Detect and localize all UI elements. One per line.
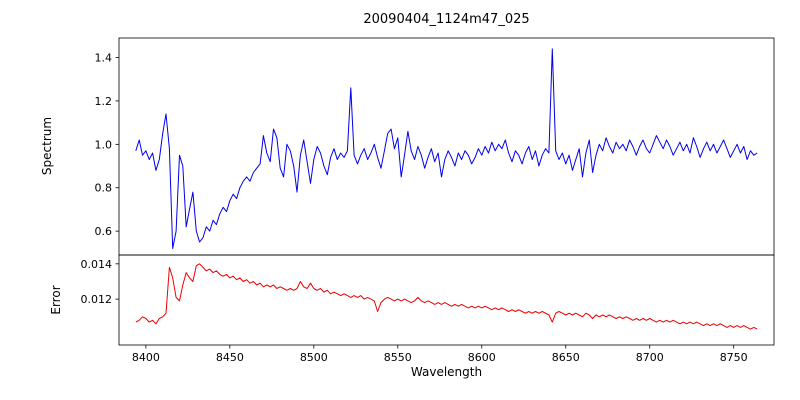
y-tick-label: 0.014: [81, 258, 113, 271]
y-tick-label: 0.012: [81, 293, 113, 306]
x-tick-label: 8550: [384, 351, 412, 364]
x-axis-label: Wavelength: [410, 365, 483, 379]
y-tick-label: 1.2: [95, 95, 113, 108]
panel-border: [118, 254, 775, 346]
panel-spectrum: 0.6 0.8 1.0 1.2 1.4: [95, 37, 775, 256]
panel-error: 0.012 0.014 8400 8450 8500 8550 8600 8650 8700 87…: [81, 254, 775, 364]
x-tick-label: 8400: [132, 351, 160, 364]
y-tick-label: 1.4: [95, 52, 113, 65]
x-tick-label: 8750: [720, 351, 748, 364]
x-tick-label: 8700: [636, 351, 664, 364]
x-tick-label: 8650: [552, 351, 580, 364]
y-tick-label: 1.0: [95, 138, 113, 151]
y-tick-label: 0.8: [95, 182, 113, 195]
spectrum-line: [135, 48, 758, 249]
x-tick-label: 8500: [300, 351, 328, 364]
x-tick-label: 8600: [468, 351, 496, 364]
plot-title: 20090404_1124m47_025: [363, 12, 530, 27]
x-tick-label: 8450: [216, 351, 244, 364]
error-line: [135, 263, 758, 330]
y-tick-label: 0.6: [95, 225, 113, 238]
